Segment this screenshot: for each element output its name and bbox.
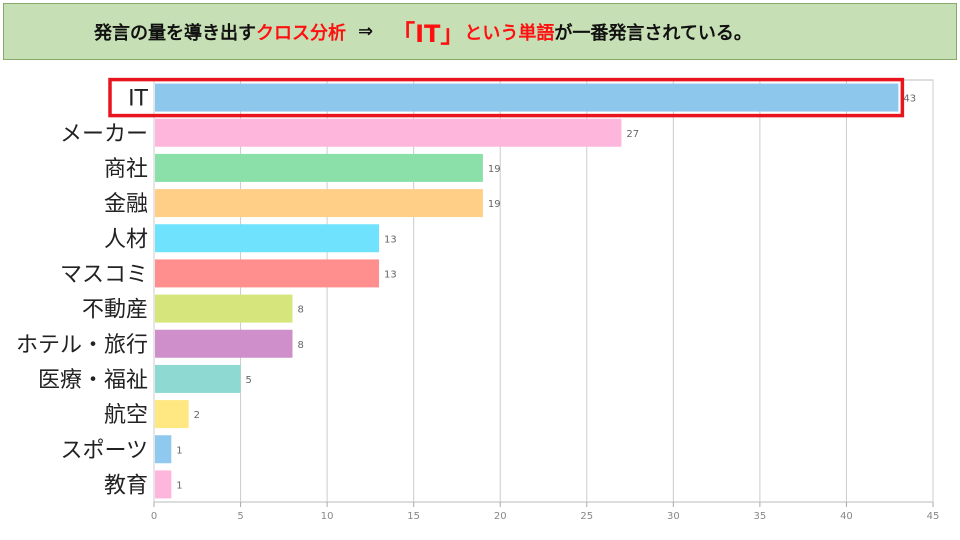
title-text-4: という単語 [464, 22, 555, 44]
data-label: 2 [194, 410, 200, 421]
category-label: マスコミ [60, 262, 148, 287]
data-label: 8 [297, 340, 303, 351]
x-tick-label: 5 [237, 511, 243, 522]
category-label: 人材 [104, 227, 148, 252]
data-label: 1 [176, 480, 182, 491]
category-label: 航空 [104, 403, 148, 428]
data-label: 27 [626, 129, 639, 140]
bars [155, 83, 899, 499]
bar [155, 435, 172, 464]
data-label: 19 [488, 199, 501, 210]
bar [155, 400, 189, 429]
data-label: 19 [488, 164, 501, 175]
category-label: メーカー [60, 122, 148, 147]
bar [155, 294, 293, 323]
category-label: 不動産 [82, 298, 148, 323]
labels: 0 5 10 15 20 25 30 35 40 4543IT27メーカー19商社19金融13人材… [16, 77, 940, 522]
bar [155, 118, 622, 147]
x-tick-label: 10 [321, 511, 334, 522]
data-label: 1 [176, 445, 182, 456]
category-label: 商社 [104, 157, 148, 182]
bar [155, 364, 241, 393]
bar [155, 153, 483, 182]
highlight-box [108, 77, 905, 118]
grid-lines [153, 79, 934, 507]
data-label: 13 [384, 269, 397, 280]
x-tick-label: 35 [754, 511, 767, 522]
x-tick-label: 40 [840, 511, 853, 522]
category-label: スポーツ [60, 438, 148, 463]
x-tick-label: 25 [580, 511, 593, 522]
bar [155, 329, 293, 358]
category-label: 教育 [104, 473, 148, 498]
bar [155, 259, 380, 288]
x-tick-label: 20 [494, 511, 507, 522]
title-text-1: 発言の量を導き出す [94, 22, 256, 44]
bar [155, 224, 380, 253]
category-label: 金融 [104, 192, 148, 217]
title-arrow: ⇒ [358, 21, 374, 42]
category-label: IT [128, 87, 148, 112]
x-tick-label: 30 [667, 511, 680, 522]
title-text-2: クロス分析 [256, 22, 346, 44]
data-label: 8 [297, 305, 303, 316]
data-label: 43 [903, 94, 916, 105]
data-label: 5 [246, 375, 252, 386]
title-banner: 発言の量を導き出す クロス分析 ⇒ 「IT」 という単語 が一番発言されている。 [3, 3, 957, 60]
category-label: ホテル・旅行 [16, 333, 148, 358]
x-tick-label: 45 [927, 511, 940, 522]
data-label: 13 [384, 234, 397, 245]
bar-chart: 0 5 10 15 20 25 30 35 40 4543IT27メーカー19商社19金融13人材… [16, 77, 940, 522]
title-text-3: 「IT」 [391, 20, 465, 48]
title-text-5: が一番発言されている。 [554, 22, 752, 44]
x-tick-label: 15 [407, 511, 420, 522]
bar [155, 189, 483, 218]
x-tick-label: 0 [151, 511, 157, 522]
category-label: 医療・福祉 [38, 368, 148, 393]
bar [155, 470, 172, 499]
bar [155, 83, 899, 112]
